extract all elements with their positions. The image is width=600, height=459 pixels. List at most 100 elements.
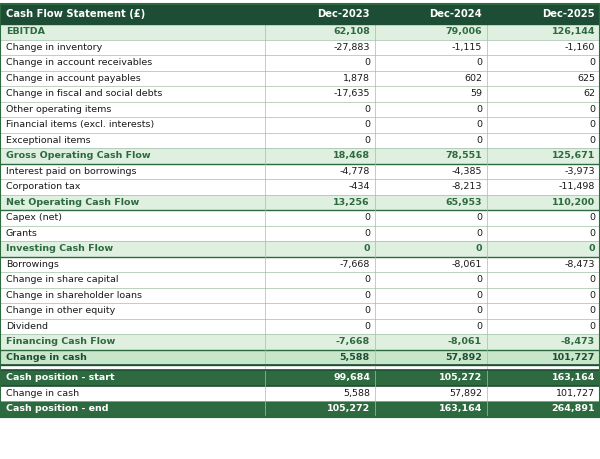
Text: -434: -434 bbox=[349, 182, 370, 191]
Text: 0: 0 bbox=[476, 58, 482, 67]
Text: 101,727: 101,727 bbox=[556, 389, 595, 398]
Bar bbox=[0, 86, 600, 101]
Text: -7,668: -7,668 bbox=[336, 337, 370, 346]
Text: Change in cash: Change in cash bbox=[6, 353, 87, 362]
Bar bbox=[0, 334, 600, 349]
Text: 0: 0 bbox=[364, 136, 370, 145]
Text: Interest paid on borrowings: Interest paid on borrowings bbox=[6, 167, 137, 176]
Text: 0: 0 bbox=[589, 120, 595, 129]
Text: -3,973: -3,973 bbox=[565, 167, 595, 176]
Text: 0: 0 bbox=[364, 306, 370, 315]
Text: -11,498: -11,498 bbox=[559, 182, 595, 191]
Text: 105,272: 105,272 bbox=[327, 404, 370, 413]
Bar bbox=[0, 179, 600, 195]
Text: 163,164: 163,164 bbox=[551, 373, 595, 382]
Text: Grants: Grants bbox=[6, 229, 38, 238]
Text: Exceptional items: Exceptional items bbox=[6, 136, 91, 145]
Text: -7,668: -7,668 bbox=[340, 260, 370, 269]
Bar bbox=[0, 272, 600, 287]
Text: 79,006: 79,006 bbox=[445, 27, 482, 36]
Text: 78,551: 78,551 bbox=[445, 151, 482, 160]
Text: -17,635: -17,635 bbox=[334, 89, 370, 98]
Bar bbox=[0, 319, 600, 334]
Text: Dec-2024: Dec-2024 bbox=[429, 9, 482, 19]
Text: 62: 62 bbox=[583, 89, 595, 98]
Text: 0: 0 bbox=[476, 229, 482, 238]
Text: 125,671: 125,671 bbox=[551, 151, 595, 160]
Text: 0: 0 bbox=[364, 229, 370, 238]
Text: 163,164: 163,164 bbox=[439, 404, 482, 413]
Text: 0: 0 bbox=[589, 136, 595, 145]
Text: 18,468: 18,468 bbox=[333, 151, 370, 160]
Bar bbox=[0, 401, 600, 416]
Text: Corporation tax: Corporation tax bbox=[6, 182, 80, 191]
Text: 602: 602 bbox=[464, 74, 482, 83]
Text: Net Operating Cash Flow: Net Operating Cash Flow bbox=[6, 198, 139, 207]
Text: 105,272: 105,272 bbox=[439, 373, 482, 382]
Text: 0: 0 bbox=[589, 306, 595, 315]
Text: Change in other equity: Change in other equity bbox=[6, 306, 115, 315]
Text: 0: 0 bbox=[589, 58, 595, 67]
Text: 101,727: 101,727 bbox=[551, 353, 595, 362]
Bar bbox=[0, 370, 600, 386]
Text: 0: 0 bbox=[589, 105, 595, 114]
Text: 1,878: 1,878 bbox=[343, 74, 370, 83]
Bar bbox=[0, 195, 600, 210]
Bar bbox=[0, 4, 600, 24]
Text: 0: 0 bbox=[364, 58, 370, 67]
Text: 0: 0 bbox=[476, 213, 482, 222]
Text: -8,213: -8,213 bbox=[452, 182, 482, 191]
Text: 0: 0 bbox=[364, 120, 370, 129]
Bar bbox=[0, 39, 600, 55]
Text: 0: 0 bbox=[476, 244, 482, 253]
Text: 65,953: 65,953 bbox=[445, 198, 482, 207]
Text: 13,256: 13,256 bbox=[334, 198, 370, 207]
Text: -4,385: -4,385 bbox=[452, 167, 482, 176]
Text: Change in fiscal and social debts: Change in fiscal and social debts bbox=[6, 89, 163, 98]
Text: 625: 625 bbox=[577, 74, 595, 83]
Text: Change in shareholder loans: Change in shareholder loans bbox=[6, 291, 142, 300]
Text: 0: 0 bbox=[364, 322, 370, 331]
Text: 0: 0 bbox=[364, 244, 370, 253]
Text: 57,892: 57,892 bbox=[445, 353, 482, 362]
Text: 0: 0 bbox=[589, 229, 595, 238]
Bar bbox=[0, 133, 600, 148]
Text: 0: 0 bbox=[364, 105, 370, 114]
Text: 0: 0 bbox=[589, 291, 595, 300]
Text: Change in cash: Change in cash bbox=[6, 389, 79, 398]
Text: Financing Cash Flow: Financing Cash Flow bbox=[6, 337, 115, 346]
Text: Dec-2025: Dec-2025 bbox=[542, 9, 595, 19]
Bar bbox=[0, 101, 600, 117]
Bar bbox=[0, 55, 600, 71]
Text: 5,588: 5,588 bbox=[343, 389, 370, 398]
Text: Investing Cash Flow: Investing Cash Flow bbox=[6, 244, 113, 253]
Text: 0: 0 bbox=[589, 275, 595, 284]
Text: -1,115: -1,115 bbox=[452, 43, 482, 52]
Bar bbox=[0, 349, 600, 365]
Text: 0: 0 bbox=[589, 322, 595, 331]
Text: 0: 0 bbox=[476, 291, 482, 300]
Text: 0: 0 bbox=[476, 275, 482, 284]
Text: Cash position - start: Cash position - start bbox=[6, 373, 115, 382]
Bar bbox=[0, 287, 600, 303]
Text: Financial items (excl. interests): Financial items (excl. interests) bbox=[6, 120, 154, 129]
Text: -8,473: -8,473 bbox=[565, 260, 595, 269]
Text: EBITDA: EBITDA bbox=[6, 27, 45, 36]
Bar bbox=[0, 241, 600, 257]
Text: Cash position - end: Cash position - end bbox=[6, 404, 109, 413]
Text: 0: 0 bbox=[364, 275, 370, 284]
Bar bbox=[0, 148, 600, 163]
Text: -8,061: -8,061 bbox=[452, 260, 482, 269]
Bar bbox=[0, 210, 600, 225]
Text: Gross Operating Cash Flow: Gross Operating Cash Flow bbox=[6, 151, 151, 160]
Text: 110,200: 110,200 bbox=[552, 198, 595, 207]
Text: Change in account payables: Change in account payables bbox=[6, 74, 141, 83]
Text: Dividend: Dividend bbox=[6, 322, 48, 331]
Bar bbox=[0, 4, 600, 416]
Text: -8,473: -8,473 bbox=[561, 337, 595, 346]
Text: Other operating items: Other operating items bbox=[6, 105, 112, 114]
Bar bbox=[0, 303, 600, 319]
Text: 0: 0 bbox=[364, 291, 370, 300]
Bar bbox=[0, 71, 600, 86]
Text: -4,778: -4,778 bbox=[340, 167, 370, 176]
